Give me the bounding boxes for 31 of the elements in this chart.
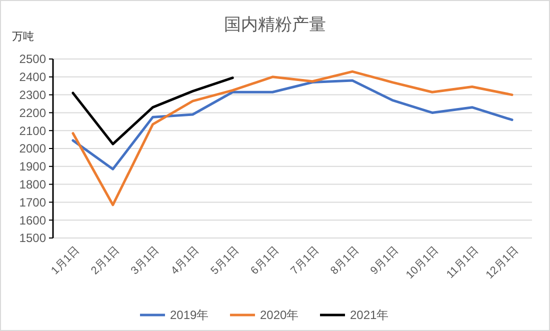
x-tick-label: 6月1日 bbox=[248, 244, 282, 278]
y-axis-title: 万吨 bbox=[12, 30, 34, 43]
line-series bbox=[72, 76, 234, 146]
y-tick-label: 1600 bbox=[19, 213, 46, 228]
y-tick-label: 1700 bbox=[19, 195, 46, 210]
y-tick-label: 1900 bbox=[19, 160, 46, 174]
y-tick-label: 2100 bbox=[19, 124, 46, 138]
y-tick-label: 2200 bbox=[19, 106, 46, 120]
x-tick-label: 3月1日 bbox=[128, 244, 162, 278]
x-tick-label: 12月1日 bbox=[484, 244, 521, 282]
x-tick-label: 8月1日 bbox=[328, 244, 362, 278]
y-tick-label: 2500 bbox=[19, 52, 46, 66]
legend-label: 2019年 bbox=[170, 308, 209, 322]
x-tick-label: 11月1日 bbox=[444, 244, 481, 281]
y-tick-label: 2400 bbox=[19, 70, 46, 84]
x-tick-label: 5月1日 bbox=[208, 244, 242, 278]
x-tick-label: 2月1日 bbox=[89, 244, 122, 278]
y-tick-label: 1800 bbox=[19, 178, 46, 192]
line-series bbox=[72, 79, 514, 170]
x-tick-label: 9月1日 bbox=[368, 244, 402, 278]
chart-title: 国内精粉产量 bbox=[224, 15, 326, 34]
line-series bbox=[72, 70, 514, 206]
x-tick-label: 1月1日 bbox=[49, 244, 82, 278]
y-tick-label: 2000 bbox=[19, 142, 46, 156]
x-tick-label: 4月1日 bbox=[168, 244, 202, 278]
legend-label: 2021年 bbox=[350, 308, 389, 322]
x-tick-label: 7月1日 bbox=[288, 244, 322, 278]
legend-label: 2020年 bbox=[260, 308, 299, 322]
x-tick-label: 10月1日 bbox=[404, 244, 442, 282]
y-tick-label: 1500 bbox=[19, 231, 46, 246]
y-tick-label: 2300 bbox=[19, 88, 46, 102]
